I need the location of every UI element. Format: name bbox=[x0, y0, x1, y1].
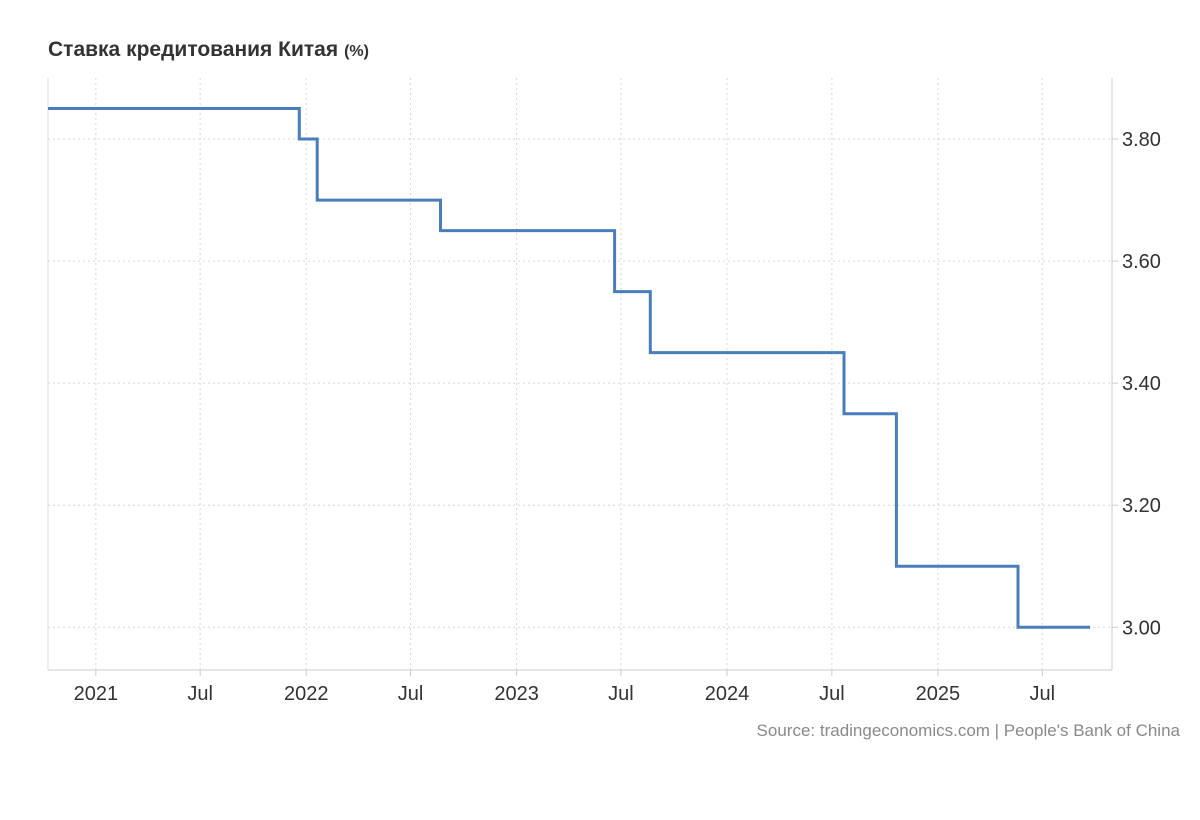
chart-title-unit: (%) bbox=[344, 43, 369, 60]
y-tick-label: 3.20 bbox=[1122, 495, 1161, 517]
x-tick-label: 2022 bbox=[284, 683, 329, 705]
y-tick-label: 3.60 bbox=[1122, 251, 1161, 273]
x-tick-label: Jul bbox=[1029, 683, 1055, 705]
chart-title: Ставка кредитования Китая (%) bbox=[48, 38, 369, 62]
label-layer: 2021 Jul 2022 Jul 2023 Jul 2024 Jul 2025 Jul 3.00 3… bbox=[74, 129, 1161, 705]
series-layer bbox=[47, 107, 1091, 629]
x-tick-label: Jul bbox=[819, 683, 845, 705]
x-tick-label: Jul bbox=[398, 683, 424, 705]
y-tick-label: 3.00 bbox=[1122, 617, 1161, 639]
x-tick-label: 2021 bbox=[74, 683, 119, 705]
x-tick-label: Jul bbox=[608, 683, 634, 705]
x-tick-label: 2024 bbox=[705, 683, 750, 705]
grid-layer bbox=[48, 78, 1112, 670]
series-line bbox=[48, 107, 1091, 629]
y-tick-label: 3.80 bbox=[1122, 129, 1161, 151]
x-tick-label: Jul bbox=[187, 683, 213, 705]
chart-title-text: Ставка кредитования Китая bbox=[48, 38, 339, 61]
x-tick-label: 2025 bbox=[916, 683, 961, 705]
x-tick-label: 2023 bbox=[494, 683, 539, 705]
y-tick-label: 3.40 bbox=[1122, 373, 1161, 395]
axis-layer bbox=[47, 78, 1118, 676]
source-attribution: Source: tradingeconomics.com | People's … bbox=[756, 721, 1180, 740]
